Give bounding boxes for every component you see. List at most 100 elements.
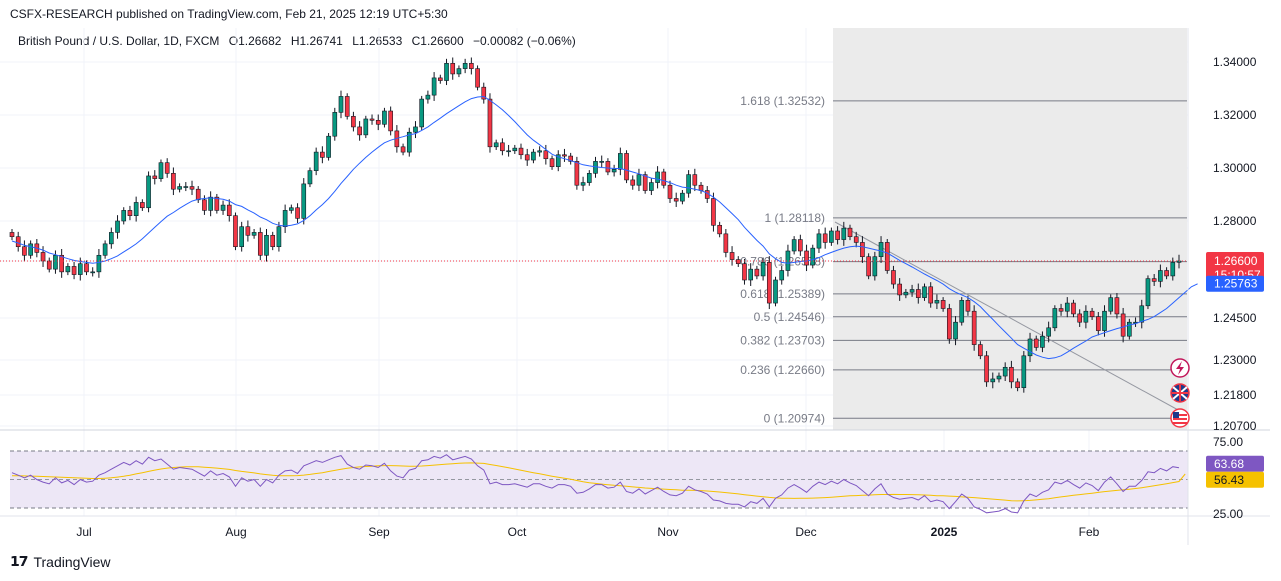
candle-body[interactable] <box>524 154 530 161</box>
candle-body[interactable] <box>382 110 387 125</box>
candle-body[interactable] <box>146 175 151 209</box>
candle-body[interactable] <box>1139 305 1145 323</box>
candle-body[interactable] <box>822 233 828 243</box>
candle-body[interactable] <box>965 300 971 312</box>
candle-body[interactable] <box>264 234 269 256</box>
candle-body[interactable] <box>562 154 567 157</box>
candle-body[interactable] <box>115 220 120 233</box>
candle-body[interactable] <box>766 262 772 304</box>
candle-body[interactable] <box>1015 381 1020 389</box>
candle-body[interactable] <box>555 154 561 167</box>
candle-body[interactable] <box>760 262 766 277</box>
candle-body[interactable] <box>77 263 83 275</box>
candle-body[interactable] <box>711 198 716 226</box>
candle-body[interactable] <box>512 147 518 152</box>
candle-body[interactable] <box>1052 308 1058 329</box>
candle-body[interactable] <box>9 232 15 238</box>
candle-body[interactable] <box>1170 262 1176 277</box>
candle-body[interactable] <box>226 204 232 217</box>
candle-body[interactable] <box>239 226 244 248</box>
candle-body[interactable] <box>897 283 902 296</box>
candle-body[interactable] <box>605 161 611 173</box>
time-axis[interactable]: Jul Aug Sep Oct Nov Dec 2025 Feb <box>76 525 1099 539</box>
candle-body[interactable] <box>59 254 64 273</box>
candle-body[interactable] <box>549 158 555 167</box>
candle-body[interactable] <box>363 118 369 136</box>
candle-body[interactable] <box>121 210 127 222</box>
candle-body[interactable] <box>611 169 617 173</box>
candle-body[interactable] <box>208 196 213 211</box>
candle-body[interactable] <box>171 173 176 190</box>
candle-body[interactable] <box>692 174 698 186</box>
candle-body[interactable] <box>642 174 648 191</box>
candle-body[interactable] <box>282 210 288 228</box>
candle-body[interactable] <box>599 161 605 163</box>
candle-body[interactable] <box>853 236 859 243</box>
candle-body[interactable] <box>71 266 77 275</box>
us-flag-icon[interactable] <box>1170 408 1190 428</box>
candle-body[interactable] <box>450 63 456 75</box>
candle-body[interactable] <box>1108 297 1114 312</box>
candle-body[interactable] <box>624 153 629 181</box>
candle-body[interactable] <box>344 96 350 117</box>
candle-body[interactable] <box>431 77 437 96</box>
candle-body[interactable] <box>220 204 226 211</box>
candle-body[interactable] <box>947 308 952 340</box>
candle-body[interactable] <box>127 210 133 216</box>
candle-body[interactable] <box>971 310 977 345</box>
candle-body[interactable] <box>686 174 691 194</box>
candle-body[interactable] <box>301 183 307 219</box>
candle-body[interactable] <box>28 243 33 256</box>
candle-body[interactable] <box>84 263 89 273</box>
candle-body[interactable] <box>1120 313 1126 337</box>
candle-body[interactable] <box>531 151 536 161</box>
candle-body[interactable] <box>1071 302 1076 315</box>
symbol-legend[interactable]: British Pound / U.S. Dollar, 1D, FXCM O1… <box>18 34 582 48</box>
candle-body[interactable] <box>791 239 797 252</box>
candle-body[interactable] <box>90 271 96 274</box>
candle-body[interactable] <box>1046 327 1051 337</box>
candle-body[interactable] <box>984 355 989 383</box>
candle-body[interactable] <box>1095 316 1101 331</box>
candle-body[interactable] <box>15 236 21 248</box>
candle-body[interactable] <box>351 116 356 128</box>
candle-body[interactable] <box>586 173 592 183</box>
candle-body[interactable] <box>456 68 462 75</box>
candle-body[interactable] <box>928 286 934 304</box>
candle-body[interactable] <box>1002 366 1008 377</box>
candle-body[interactable] <box>1064 302 1070 312</box>
candlestick-series[interactable] <box>9 57 1182 393</box>
candle-body[interactable] <box>860 242 865 258</box>
candle-body[interactable] <box>518 147 524 156</box>
candle-body[interactable] <box>469 63 474 69</box>
uk-flag-icon[interactable] <box>1170 383 1190 403</box>
candle-body[interactable] <box>543 150 549 160</box>
candle-body[interactable] <box>195 188 201 201</box>
fibonacci-levels[interactable]: 1.618 (1.32532)1 (1.28118)0.786 (1.26578… <box>740 94 1187 425</box>
candle-body[interactable] <box>1114 297 1120 315</box>
candle-body[interactable] <box>1089 310 1095 317</box>
candle-body[interactable] <box>326 135 331 158</box>
candle-body[interactable] <box>1033 338 1039 348</box>
candle-body[interactable] <box>798 239 803 252</box>
candle-body[interactable] <box>649 182 654 191</box>
candle-body[interactable] <box>872 256 878 277</box>
candle-body[interactable] <box>1102 310 1107 331</box>
candle-body[interactable] <box>754 268 760 277</box>
candle-body[interactable] <box>667 184 673 199</box>
candle-body[interactable] <box>183 186 189 188</box>
candle-body[interactable] <box>140 202 145 209</box>
candle-body[interactable] <box>400 146 406 153</box>
candle-body[interactable] <box>475 68 480 88</box>
candle-body[interactable] <box>388 110 393 132</box>
candle-body[interactable] <box>375 120 381 125</box>
candle-body[interactable] <box>357 126 362 136</box>
candle-body[interactable] <box>909 289 915 293</box>
candle-body[interactable] <box>723 233 729 253</box>
candle-body[interactable] <box>152 175 158 179</box>
candle-body[interactable] <box>680 192 685 202</box>
candle-body[interactable] <box>233 215 238 248</box>
candle-body[interactable] <box>1040 335 1045 348</box>
candle-body[interactable] <box>990 378 996 383</box>
candle-body[interactable] <box>295 207 300 219</box>
